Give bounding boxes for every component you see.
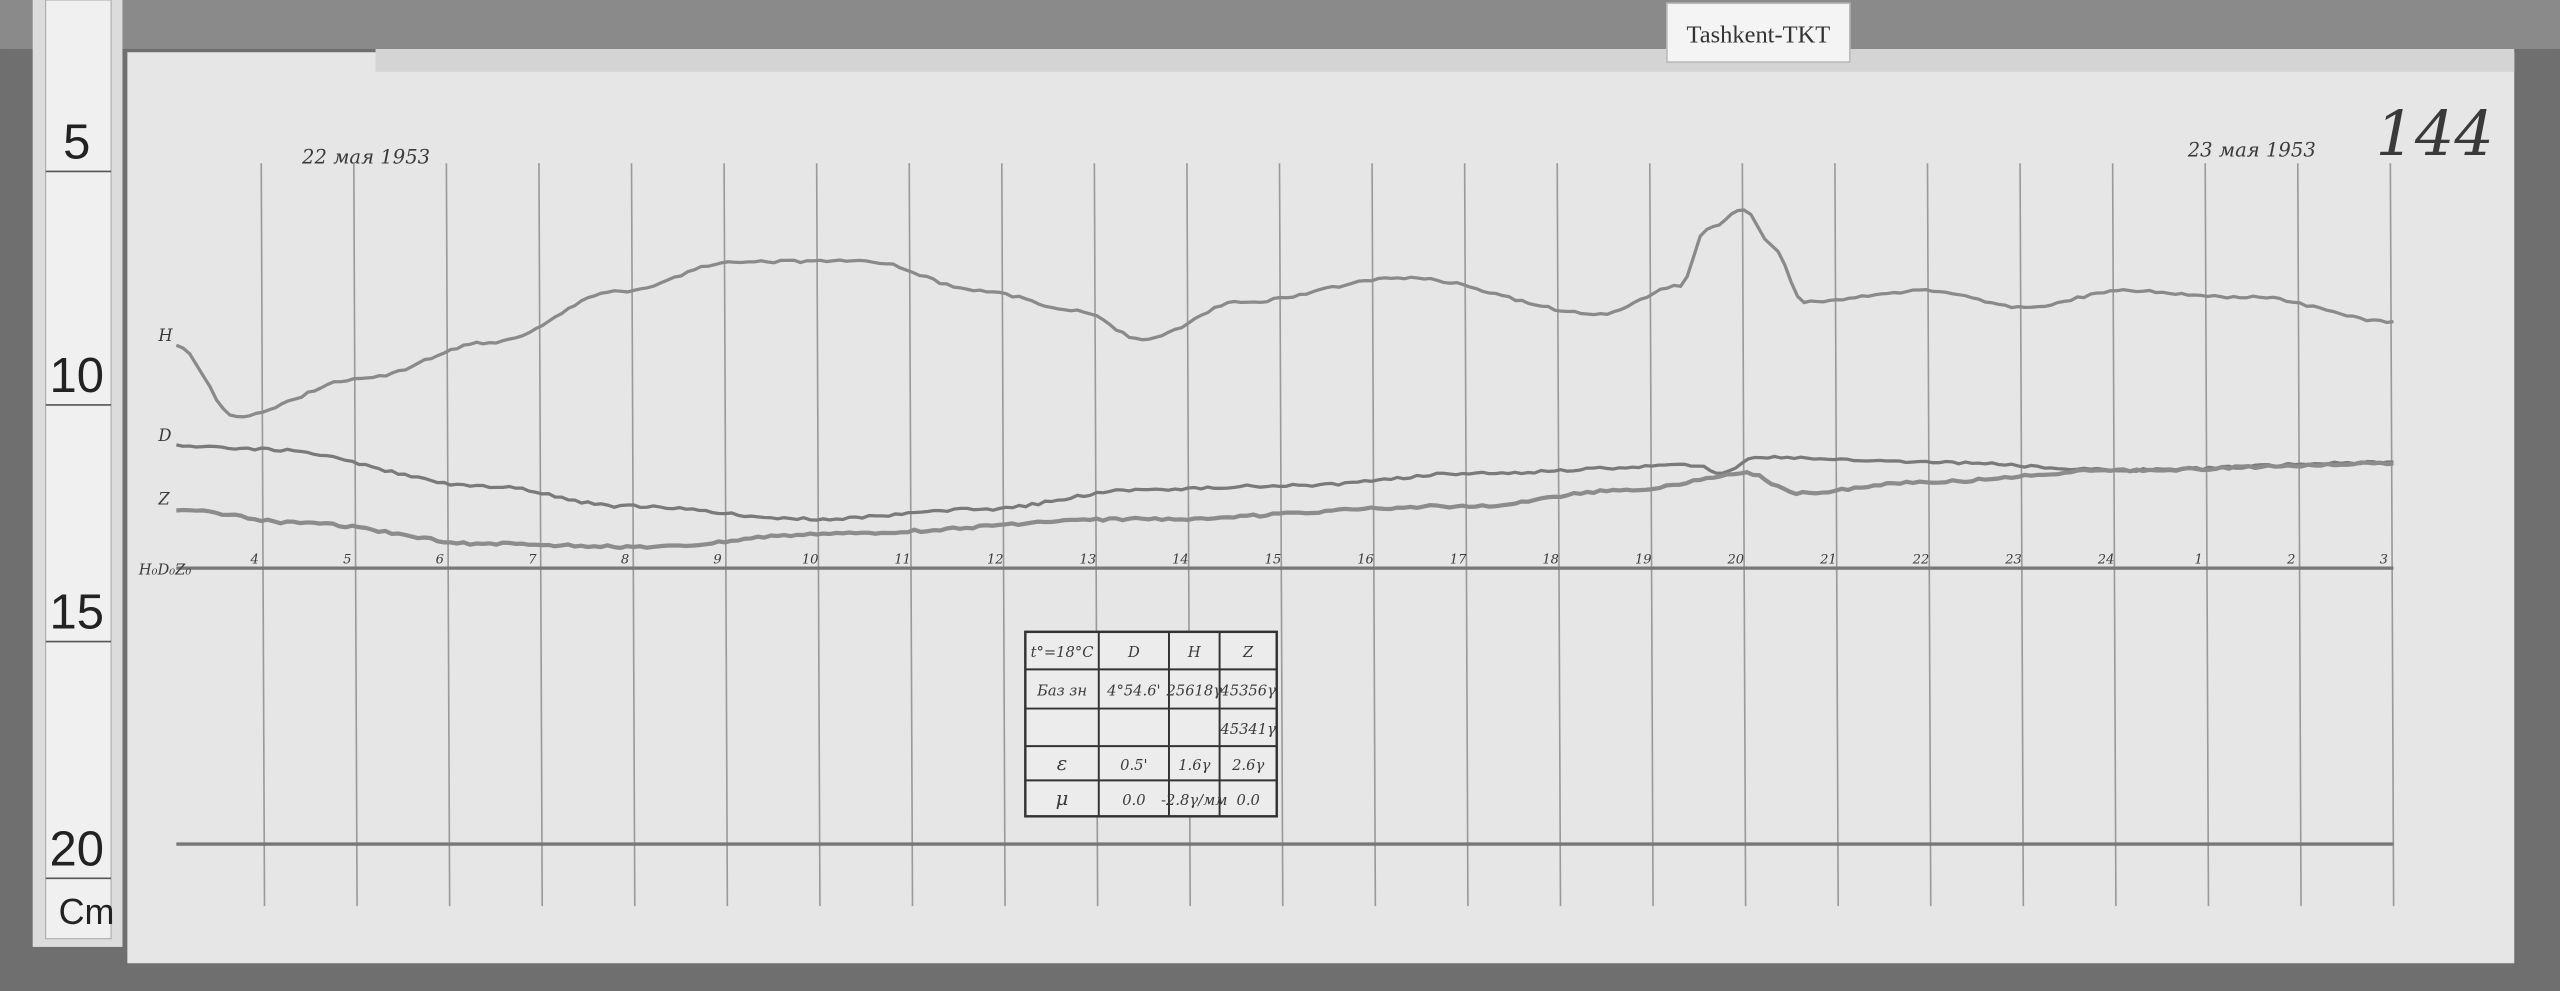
table-cell: -2.8γ/мм xyxy=(1161,792,1227,809)
trace-label-Z: Z xyxy=(157,489,170,508)
trace-label-D: D xyxy=(157,426,171,445)
grid-line xyxy=(538,163,544,907)
x-tick-label: 23 xyxy=(2004,552,2022,567)
x-tick-label: 2 xyxy=(2286,552,2295,567)
grid-line xyxy=(1741,163,1747,907)
date-start: 22 мая 1953 xyxy=(301,145,430,168)
x-tick-label: 10 xyxy=(802,552,819,567)
table-cell: 25618γ xyxy=(1166,682,1223,699)
table-cell: D xyxy=(1127,644,1140,661)
x-tick-label: 15 xyxy=(1265,552,1282,567)
table-cell: 4°54.6' xyxy=(1106,682,1160,699)
ruler-mark: 10 xyxy=(50,349,104,403)
table-cell: ε xyxy=(1057,752,1068,775)
x-tick-label: 6 xyxy=(436,552,444,567)
station-label xyxy=(1666,2,1851,63)
table-cell: t°=18°C xyxy=(1031,644,1094,661)
sheet-number: 144 xyxy=(2375,97,2493,170)
x-tick-label: 5 xyxy=(343,552,351,567)
x-tick-label: 21 xyxy=(1819,552,1837,567)
grid-line xyxy=(1556,163,1562,907)
ruler-mark: 15 xyxy=(50,586,104,640)
table-cell: H xyxy=(1187,644,1202,661)
trace-Z xyxy=(176,460,2394,551)
ruler-unit: Cm xyxy=(59,891,115,932)
table-cell: 0.5' xyxy=(1120,757,1147,774)
x-tick-label: 17 xyxy=(1450,552,1467,567)
grid-line xyxy=(445,163,451,907)
x-tick-label: 20 xyxy=(1727,552,1745,567)
table-cell: 45341γ xyxy=(1219,721,1276,738)
x-tick-label: 16 xyxy=(1357,552,1374,567)
grid-line xyxy=(723,163,729,907)
grid-line xyxy=(352,163,358,907)
x-tick-label: 14 xyxy=(1172,552,1189,567)
table-cell: 0.0 xyxy=(1122,792,1145,809)
x-tick-label: 9 xyxy=(713,552,721,567)
table-cell: Z xyxy=(1242,644,1254,661)
x-tick-label: 3 xyxy=(2380,552,2388,567)
chart-paper xyxy=(127,52,2515,964)
x-tick-label: 24 xyxy=(2097,552,2115,567)
table-cell: Баз зн xyxy=(1036,682,1087,699)
trace-label-H: H xyxy=(157,326,173,345)
grid-line xyxy=(1371,163,1377,907)
ruler-mark: 20 xyxy=(50,822,104,876)
grid-line xyxy=(1648,163,1654,907)
grid-line xyxy=(2111,163,2117,907)
grid-line xyxy=(1463,163,1469,907)
grid-line xyxy=(630,163,636,907)
x-tick-label: 8 xyxy=(621,552,629,567)
grid-line xyxy=(1000,163,1006,907)
station-label-text: Tashkent-TKT xyxy=(1687,21,1831,48)
x-tick-label: 19 xyxy=(1635,552,1652,567)
grid-line xyxy=(2389,163,2395,907)
trace-H xyxy=(175,208,2394,419)
x-tick-label: 22 xyxy=(1912,552,1930,567)
date-end: 23 мая 1953 xyxy=(2187,139,2316,162)
x-tick-label: 18 xyxy=(1542,552,1559,567)
grid-line xyxy=(1834,163,1840,907)
grid-line xyxy=(260,163,266,907)
trace-D xyxy=(176,443,2394,522)
x-tick-label: 4 xyxy=(250,552,259,567)
grid-line xyxy=(2019,163,2025,907)
top-board xyxy=(0,0,2560,49)
ruler-strip xyxy=(45,0,112,940)
baseline-table xyxy=(1024,630,1278,818)
grid-line xyxy=(1926,163,1932,907)
x-tick-label: 12 xyxy=(987,552,1004,567)
table-cell: 0.0 xyxy=(1236,792,1259,809)
paper-tape xyxy=(375,48,2515,72)
table-cell: 45356γ xyxy=(1219,682,1276,699)
x-tick-label: 11 xyxy=(894,552,911,567)
ruler-mark: 5 xyxy=(63,115,90,169)
table-cell: μ xyxy=(1056,787,1069,810)
grid-line xyxy=(2296,163,2302,907)
grid-line xyxy=(2204,163,2210,907)
baseline-labels: H₀D₀Z₀ xyxy=(138,562,192,579)
grid-line xyxy=(1278,163,1284,907)
x-tick-label: 1 xyxy=(2195,552,2203,567)
x-tick-label: 13 xyxy=(1080,552,1097,567)
grid-line xyxy=(908,163,914,907)
table-cell: 1.6γ xyxy=(1178,757,1210,774)
x-tick-label: 7 xyxy=(528,552,537,567)
table-cell: 2.6γ xyxy=(1231,757,1264,774)
